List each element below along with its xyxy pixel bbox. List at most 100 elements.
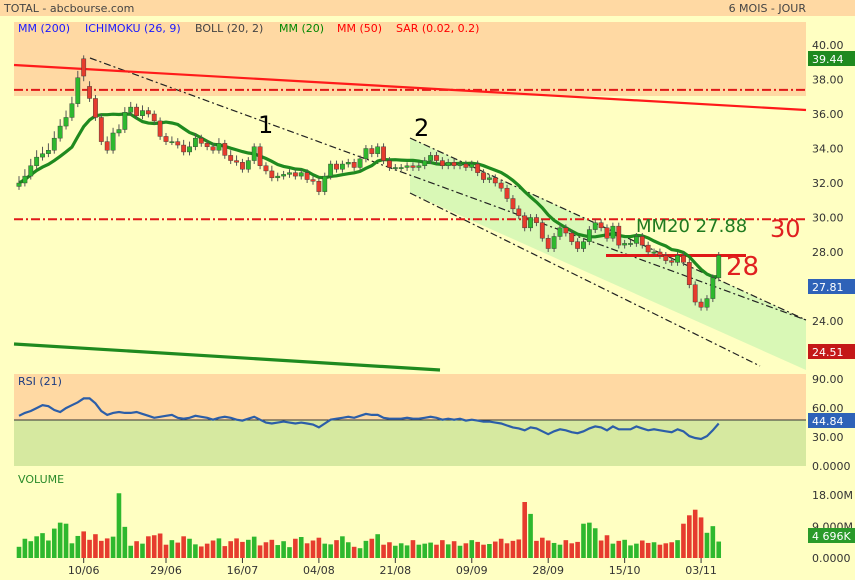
volume-bar-30 [193, 544, 198, 558]
candle-body-115 [692, 284, 698, 303]
rsi-title: RSI (21) [18, 375, 62, 388]
rsi-ytick-1: 60.00 [812, 402, 844, 415]
candle-body-13 [93, 98, 98, 118]
volume-bar-95 [575, 541, 580, 558]
price-current-value: 27.81 [812, 281, 844, 294]
volume-bar-6 [51, 528, 57, 558]
volume-bar-43 [269, 539, 275, 558]
volume-bar-4 [40, 533, 45, 558]
candle-body-85 [516, 208, 522, 216]
candle-body-57 [351, 162, 357, 168]
candle-body-105 [634, 236, 639, 244]
rsi-ytick-3: 0.0000 [812, 460, 851, 473]
volume-bar-106 [639, 540, 645, 558]
candle-body-95 [575, 241, 581, 249]
price-ytick-5: 30.00 [812, 212, 844, 225]
candle-body-117 [704, 298, 710, 308]
volume-bar-96 [581, 523, 586, 558]
volume-bar-23 [151, 535, 157, 558]
header-source: TOTAL - abcbourse.com [3, 2, 134, 15]
candle-body-111 [669, 260, 675, 263]
channel-lower-line [409, 192, 761, 367]
volume-bar-15 [104, 538, 110, 558]
candle-body-8 [63, 117, 69, 127]
volume-bar-118 [710, 526, 716, 558]
candle-body-19 [128, 106, 134, 113]
volume-bar-2 [28, 541, 34, 558]
xtick-label-6: 28/09 [532, 564, 564, 577]
candle-body-58 [357, 158, 363, 168]
rsi-line [18, 397, 720, 441]
volume-bar-100 [604, 535, 610, 558]
candle-body-30 [192, 137, 198, 147]
candle-body-15 [104, 141, 110, 151]
volume-bar-113 [681, 523, 686, 558]
candle-body-112 [675, 255, 680, 263]
volume-bar-11 [81, 531, 86, 558]
volume-ytick-2: 0.0000 [812, 552, 851, 565]
volume-bar-0 [16, 546, 22, 558]
candle-body-84 [510, 198, 516, 210]
volume-bar-19 [128, 545, 134, 558]
volume-bar-69 [422, 543, 428, 558]
candle-body-16 [110, 132, 116, 151]
annotation-level-28: 28 [726, 252, 759, 282]
legend-boll: BOLL (20, 2) [195, 22, 263, 35]
volume-bar-117 [704, 532, 710, 558]
volume-bar-115 [692, 509, 698, 558]
volume-bar-25 [163, 544, 169, 558]
price-ytick-1: 38.00 [812, 74, 844, 87]
candle-body-5 [46, 150, 51, 154]
candle-body-9 [69, 103, 75, 118]
volume-badge [808, 528, 855, 543]
annotation-level-30: 30 [770, 215, 801, 243]
candle-body-108 [651, 251, 657, 254]
volume-bar-12 [87, 539, 92, 558]
volume-bar-73 [445, 544, 451, 558]
candle-body-7 [57, 125, 63, 139]
volume-bar-109 [657, 544, 663, 558]
volume-bar-37 [234, 538, 239, 558]
candle-body-37 [234, 160, 239, 163]
volume-bar-28 [181, 536, 186, 558]
xtick-label-8: 03/11 [685, 564, 717, 577]
volume-bar-50 [310, 540, 316, 558]
candle-body-64 [392, 167, 398, 169]
candle-body-47 [292, 172, 298, 177]
candle-body-27 [175, 141, 181, 146]
volume-bar-22 [146, 536, 151, 558]
volume-bar-42 [263, 542, 269, 558]
rsi-badge [808, 413, 855, 428]
candle-body-93 [563, 227, 569, 234]
candle-body-4 [40, 153, 45, 158]
candle-body-43 [269, 170, 275, 179]
volume-bar-88 [534, 540, 539, 558]
mm50-line [13, 63, 807, 112]
volume-bar-62 [381, 544, 386, 558]
volume-bar-47 [293, 538, 298, 558]
candle-body-21 [140, 110, 145, 116]
candle-body-116 [698, 301, 704, 308]
volume-bar-84 [510, 540, 516, 558]
volume-bar-41 [257, 545, 263, 558]
low-level-value: 24.51 [812, 346, 844, 359]
candle-body-18 [122, 112, 128, 130]
candle-body-78 [475, 163, 481, 173]
candle-body-0 [16, 182, 22, 187]
volume-bar-52 [322, 543, 328, 558]
candle-body-75 [457, 163, 463, 166]
volume-bar-97 [587, 522, 592, 558]
candle-body-26 [169, 141, 175, 144]
candle-body-100 [604, 227, 610, 239]
low-level-badge [808, 344, 855, 359]
candle-body-3 [34, 156, 40, 166]
volume-bar-44 [275, 545, 281, 558]
volume-bar-72 [440, 540, 445, 558]
candle-body-119 [716, 255, 722, 279]
candle-body-51 [316, 181, 322, 192]
volume-bar-103 [622, 539, 627, 558]
volume-bar-105 [634, 543, 639, 558]
xtick-label-1: 29/06 [150, 564, 182, 577]
candle-body-99 [598, 222, 604, 229]
candle-body-110 [663, 255, 669, 261]
